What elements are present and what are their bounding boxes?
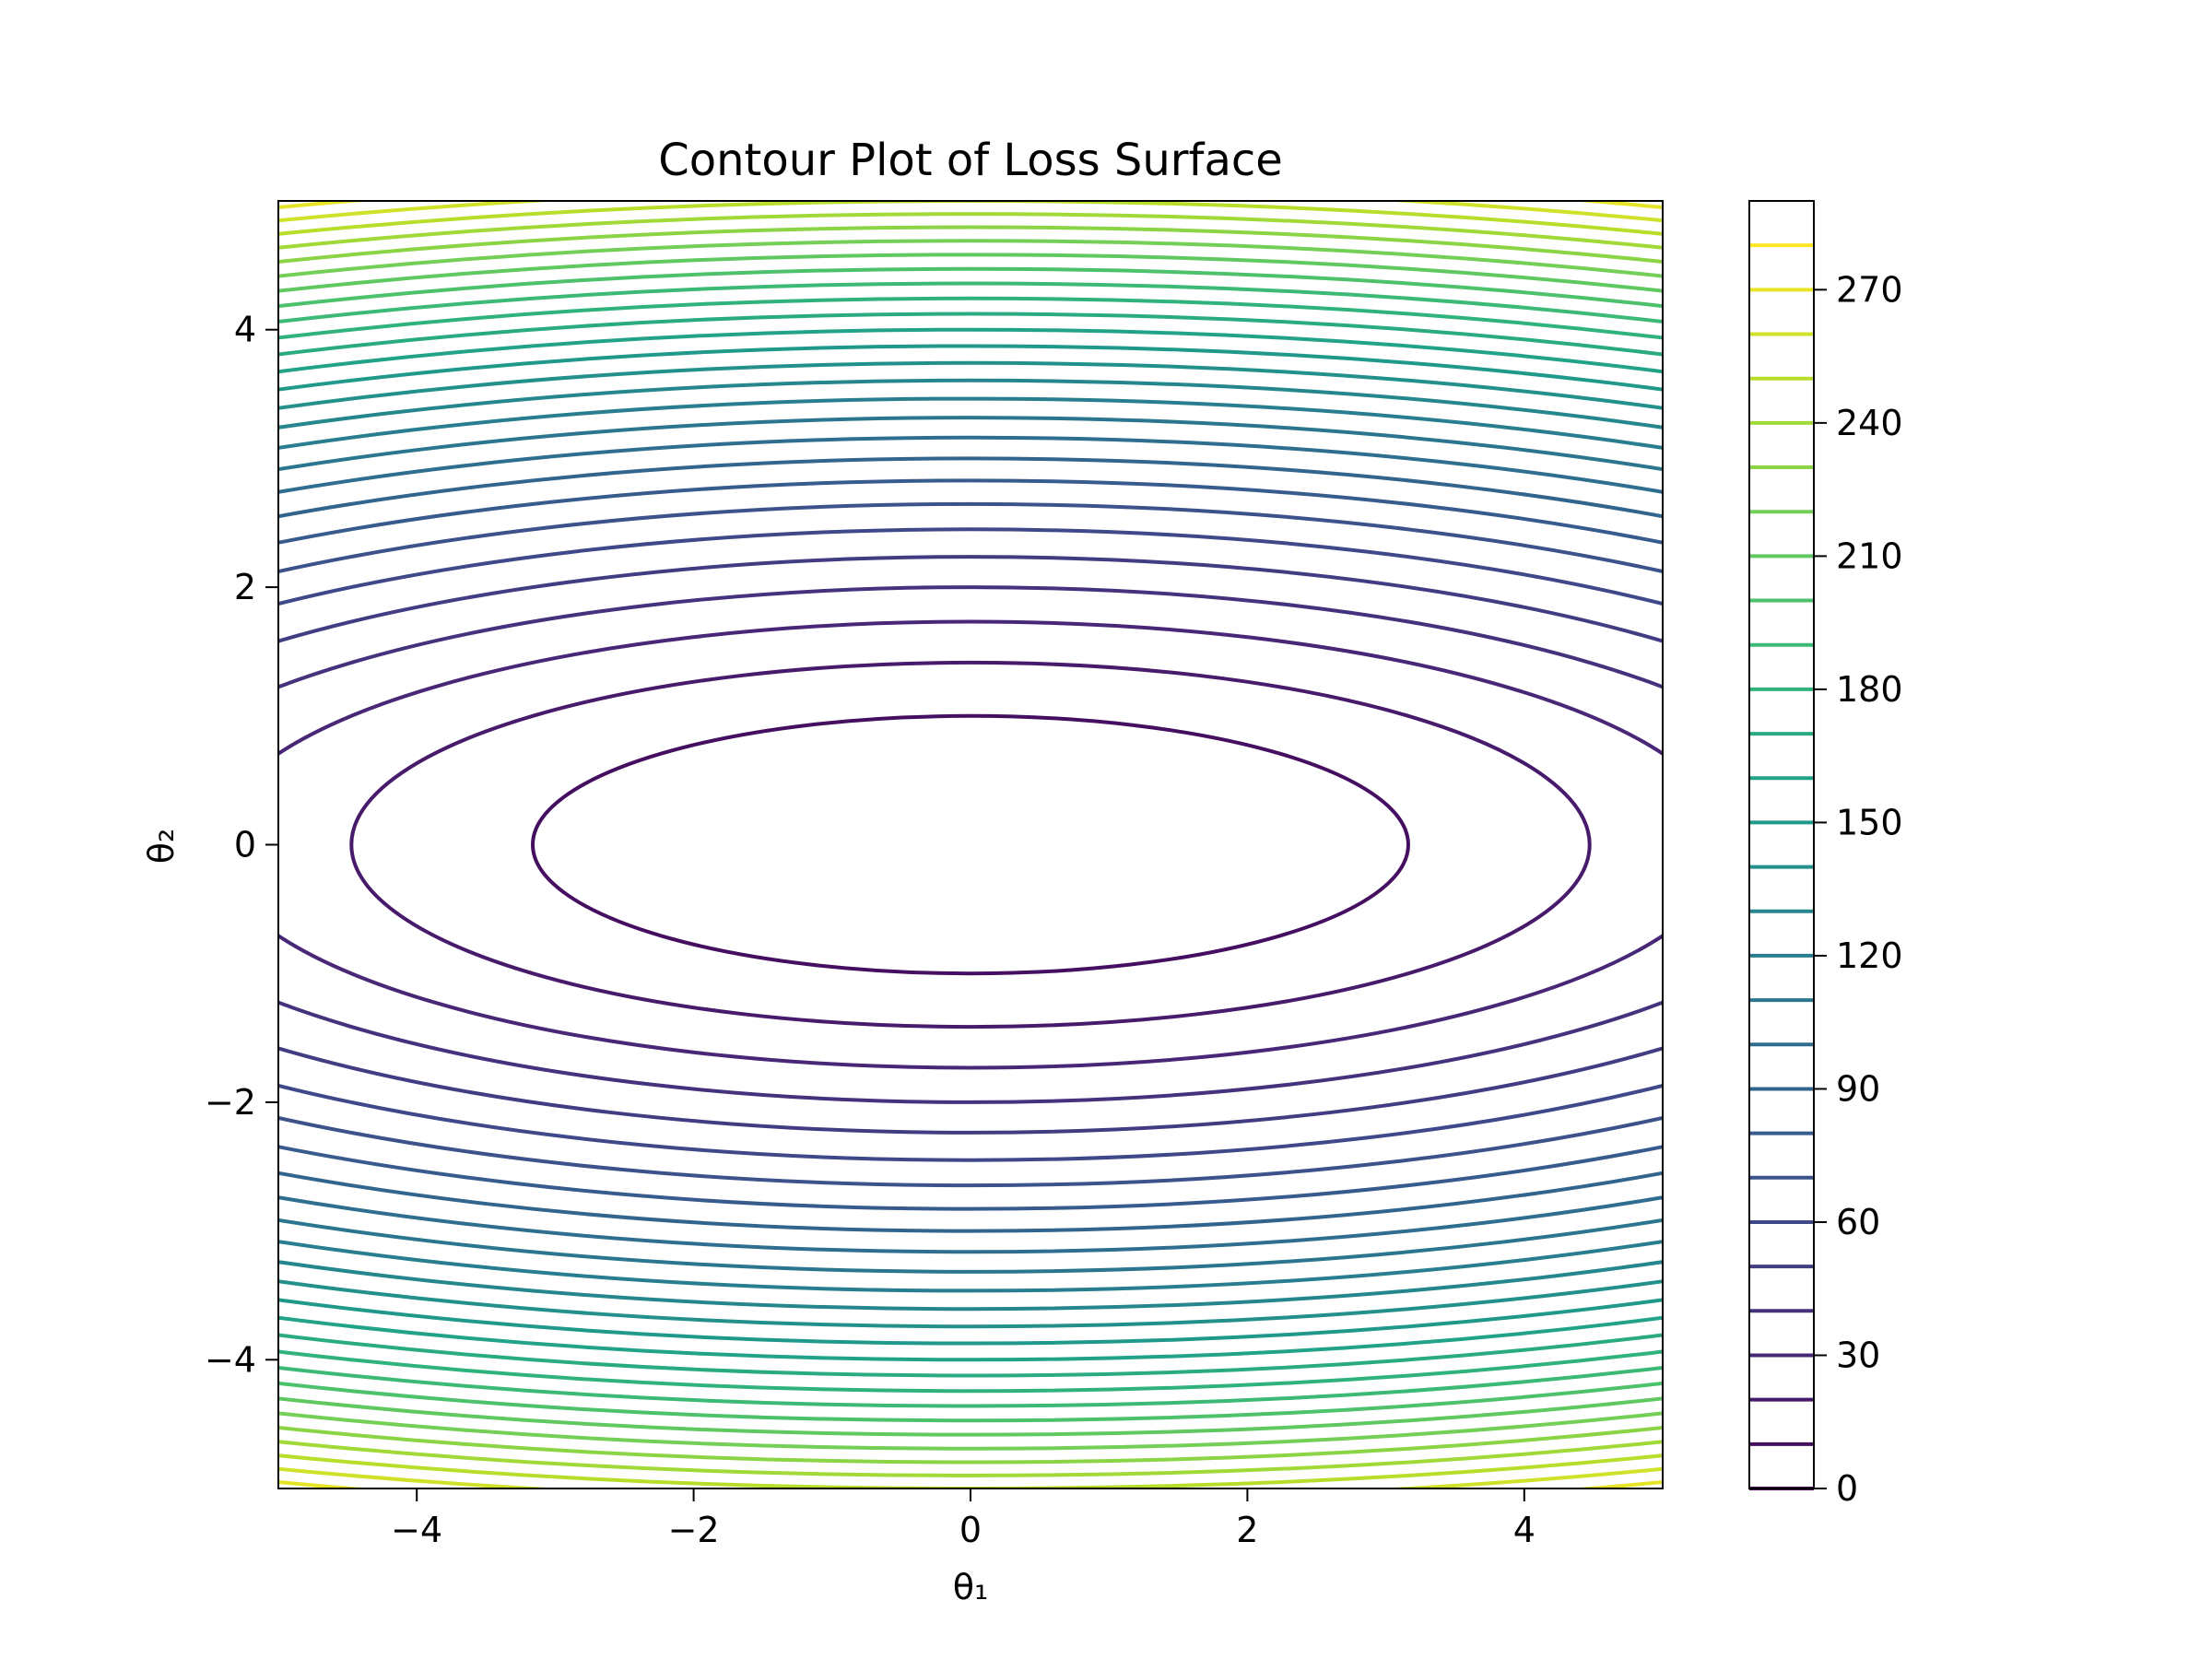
contour-level-250 — [278, 201, 1663, 1488]
colorbar-tick-label: 180 — [1836, 669, 1903, 710]
y-tick-label: −4 — [205, 1339, 256, 1380]
colorbar-ticks: 0 30 60 90 120 150 180 210 240 270 — [1814, 269, 1903, 1509]
colorbar-tick-label: 240 — [1836, 403, 1903, 443]
contour-level-130 — [278, 378, 1663, 1312]
contour-level-80 — [278, 478, 1663, 1211]
colorbar-tick-label: 270 — [1836, 269, 1903, 310]
contour-level-230 — [278, 225, 1663, 1465]
contour-level-20 — [349, 660, 1592, 1030]
contour-level-160 — [278, 327, 1663, 1362]
contour-level-90 — [278, 456, 1663, 1233]
y-tick-label: 4 — [234, 310, 256, 350]
chart-title: Contour Plot of Loss Surface — [658, 135, 1283, 186]
contour-level-30 — [278, 619, 1663, 1070]
contour-level-150 — [278, 344, 1663, 1346]
colorbar-tick-label: 0 — [1836, 1468, 1858, 1509]
contour-level-40 — [278, 585, 1663, 1104]
contour-level-200 — [278, 266, 1663, 1423]
x-tick-label: −2 — [668, 1510, 720, 1550]
x-axis-label: θ₁ — [953, 1567, 988, 1607]
contour-level-180 — [278, 296, 1663, 1394]
contour-level-60 — [278, 527, 1663, 1162]
contour-level-100 — [278, 435, 1663, 1254]
y-tick-label: 2 — [234, 567, 256, 607]
x-tick-label: −4 — [391, 1510, 442, 1550]
contour-level-120 — [278, 396, 1663, 1293]
y-tick-label: −2 — [205, 1082, 256, 1123]
colorbar-tick-label: 120 — [1836, 935, 1903, 976]
y-tick-label: 0 — [234, 825, 256, 865]
plot-area-frame — [277, 200, 1664, 1489]
contour-lines — [0, 163, 2212, 1525]
contour-level-110 — [278, 416, 1663, 1274]
colorbar-tick-label: 150 — [1836, 802, 1903, 842]
x-tick-label: 0 — [959, 1510, 982, 1550]
contour-level-50 — [278, 555, 1663, 1135]
contour-level-140 — [278, 360, 1663, 1329]
contour-level-280 — [0, 163, 2212, 1525]
colorbar-tick-label: 210 — [1836, 535, 1903, 576]
contour-level-10 — [531, 713, 1410, 976]
x-tick-label: 2 — [1236, 1510, 1258, 1550]
colorbar-tick-label: 60 — [1836, 1202, 1880, 1242]
colorbar-tick-label: 30 — [1836, 1335, 1880, 1375]
y-axis-ticks: −4 −2 0 2 4 — [205, 310, 278, 1380]
colorbar-frame — [1748, 200, 1815, 1489]
contour-level-190 — [278, 281, 1663, 1408]
contour-level-70 — [278, 501, 1663, 1188]
x-axis-ticks: −4 −2 0 2 4 — [391, 1488, 1535, 1550]
colorbar — [1749, 243, 1814, 1490]
contour-level-240 — [278, 212, 1663, 1477]
y-axis-label: θ₂ — [141, 829, 182, 864]
colorbar-tick-label: 90 — [1836, 1068, 1880, 1109]
contour-level-170 — [278, 312, 1663, 1378]
contour-level-260 — [278, 201, 1663, 1488]
contour-level-220 — [278, 239, 1663, 1451]
x-tick-label: 4 — [1513, 1510, 1535, 1550]
contour-level-210 — [278, 253, 1663, 1437]
contour-level-270 — [278, 201, 1663, 1488]
